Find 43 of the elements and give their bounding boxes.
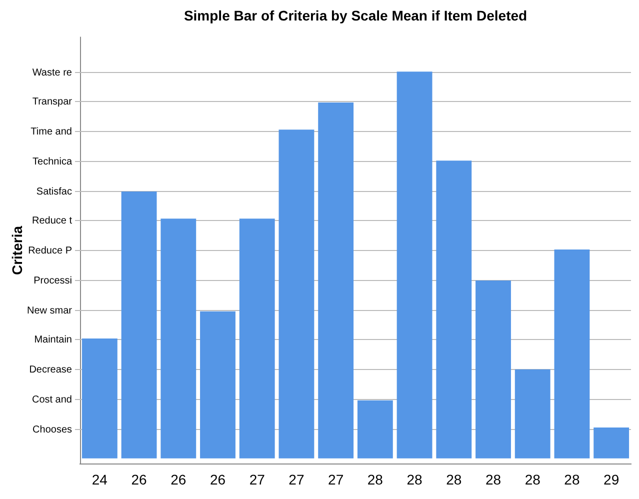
bar	[554, 250, 590, 458]
x-tick-label: 28	[564, 471, 580, 488]
text: Transpar	[32, 96, 73, 108]
bar	[82, 338, 118, 458]
x-tick-label: 29	[604, 471, 620, 488]
bar	[239, 218, 275, 458]
x-tick-label: 26	[170, 471, 186, 488]
bar	[476, 280, 511, 458]
x-tick-label: 24	[92, 471, 108, 488]
bar	[357, 400, 393, 458]
chart-title: Simple Bar of Criteria by Scale Mean if Item Deleted	[184, 7, 528, 24]
x-tick-label: 28	[367, 471, 384, 488]
x-tick-label: 28	[406, 471, 423, 488]
x-tick-label: 27	[328, 471, 344, 488]
bar	[396, 72, 432, 458]
text: Satisfac	[36, 186, 72, 198]
bar	[514, 369, 550, 458]
text: Chooses	[32, 424, 72, 436]
x-tick-label: 26	[210, 471, 226, 488]
x-tick-label: 28	[524, 471, 541, 488]
text: Waste re	[32, 67, 72, 78]
text: Decrease	[29, 364, 72, 376]
text: Reduce t	[32, 215, 72, 226]
y-axis-title: Criteria	[8, 226, 25, 276]
text: Time and	[30, 126, 72, 138]
x-tick-label: 26	[131, 471, 148, 488]
bar	[436, 160, 472, 458]
text: Cost and	[32, 394, 72, 406]
x-tick-label: 28	[446, 471, 462, 488]
bar	[200, 311, 236, 458]
x-tick-label: 28	[485, 471, 502, 488]
text: Technica	[32, 156, 72, 168]
bar	[160, 218, 196, 458]
bar	[121, 192, 157, 458]
bar	[594, 427, 630, 458]
bar	[278, 130, 314, 458]
x-tick-label: 27	[249, 471, 266, 488]
text: Processi	[34, 275, 72, 286]
bar	[318, 102, 354, 458]
text: Reduce P	[28, 245, 72, 256]
text: Maintain	[34, 334, 72, 346]
text: New smar	[26, 305, 73, 316]
x-tick-label: 27	[288, 471, 304, 488]
